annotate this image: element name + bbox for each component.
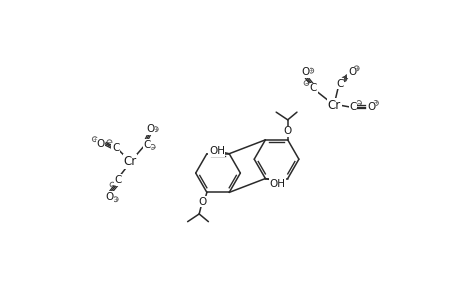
Text: −: −: [150, 144, 155, 149]
Text: O: O: [146, 124, 154, 134]
Text: OH: OH: [208, 146, 224, 156]
Text: O: O: [366, 102, 375, 112]
Text: −: −: [303, 80, 308, 86]
Text: Cr: Cr: [327, 99, 340, 112]
Text: −: −: [356, 100, 361, 106]
Text: +: +: [353, 66, 358, 71]
Text: +: +: [153, 127, 158, 132]
Text: +: +: [308, 68, 313, 73]
Text: Cr: Cr: [123, 155, 137, 168]
Text: C: C: [309, 83, 317, 93]
Text: O: O: [198, 196, 206, 207]
Text: +: +: [113, 197, 118, 202]
Text: O: O: [283, 126, 291, 136]
Text: C: C: [348, 102, 356, 112]
Text: C: C: [143, 140, 151, 150]
Text: O: O: [347, 67, 355, 77]
Text: +: +: [92, 137, 97, 142]
Text: −: −: [110, 182, 115, 187]
Text: −: −: [341, 76, 346, 82]
Text: C: C: [112, 143, 119, 153]
Text: OH: OH: [269, 179, 285, 189]
Text: −: −: [106, 140, 112, 145]
Text: C: C: [114, 175, 121, 185]
Text: +: +: [373, 100, 377, 106]
Text: O: O: [96, 139, 104, 149]
Text: O: O: [105, 192, 113, 202]
Text: O: O: [300, 67, 308, 77]
Text: C: C: [335, 79, 342, 89]
